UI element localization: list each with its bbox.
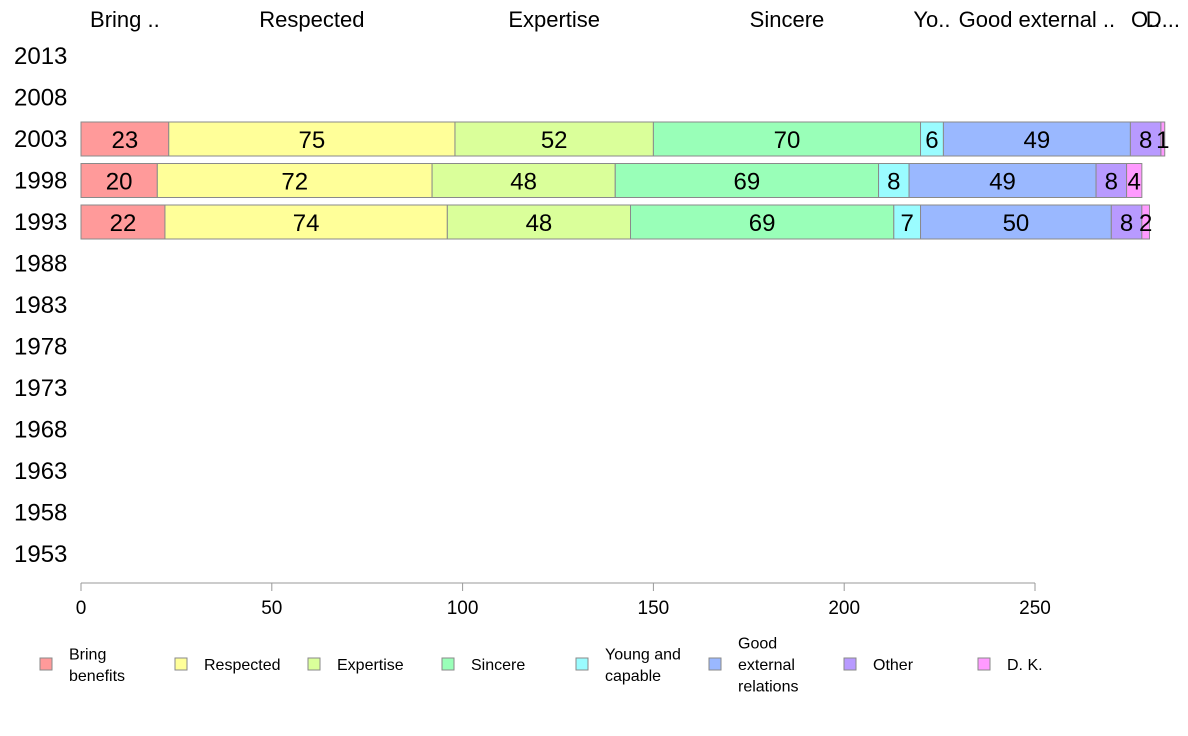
legend: Bring benefits Respected Expertise Sincere Yo… [39,636,1043,696]
year-labels: 2013 2008 2003 1998 1993 1988 1983 1978 1973 1968… [14,43,67,568]
bar-segment [80,121,170,157]
bar-segment [156,163,433,198]
data-label: 48 [526,210,553,237]
data-label: 7 [900,210,913,237]
year-label: 1983 [14,292,67,319]
bar-segment [164,204,448,240]
data-label: 23 [112,127,139,154]
bar-segment [920,204,1112,240]
data-label: 8 [887,169,900,196]
column-header: Yo.. [913,7,950,32]
x-axis: 0 50 100 150 200 250 [76,582,1051,619]
year-label: 2008 [14,85,67,112]
data-label: 20 [106,169,133,196]
legend-swatch [307,657,321,671]
bar-segment [80,204,166,240]
data-label: 8 [1139,127,1152,154]
column-header: Sincere [750,7,825,32]
data-label: 49 [989,169,1016,196]
x-tick-label: 100 [447,598,479,619]
bar-segment [1141,204,1150,240]
bar-segment [614,163,880,198]
column-header: Good external .. [959,7,1116,32]
legend-label: Young and capable [605,646,681,685]
bar-segment [446,204,632,240]
legend-label: Bring benefits [69,646,125,685]
column-headers: Bring .. Respected Expertise Sincere Yo.. Goo… [90,7,1180,32]
x-tick-label: 0 [76,598,87,619]
legend-swatch [174,657,188,671]
data-label: 22 [110,210,137,237]
year-label: 1993 [14,209,67,236]
legend-label: Other [873,657,914,674]
data-label: 69 [734,169,761,196]
legend-swatch [977,657,991,671]
year-label: 1953 [14,541,67,568]
year-label: 1973 [14,375,67,402]
legend-label: Sincere [471,657,525,674]
legend-label: D. K. [1007,657,1043,674]
data-label: 8 [1120,210,1133,237]
legend-swatch [708,657,722,671]
legend-label: Respected [204,657,281,674]
year-label: 1968 [14,417,67,444]
bar-segment [1110,204,1143,240]
data-label: 74 [293,210,320,237]
bar-segment [1160,121,1166,157]
x-tick-label: 50 [261,598,282,619]
column-header: D... [1146,7,1180,32]
column-header: Bring .. [90,7,160,32]
data-label: 72 [281,169,308,196]
year-label: 1978 [14,334,67,361]
bar-segment [893,204,922,240]
legend-swatch [575,657,589,671]
x-tick-label: 200 [828,598,860,619]
column-header: Expertise [508,7,600,32]
column-header: Respected [259,7,364,32]
data-label: 48 [510,169,537,196]
year-label: 1963 [14,458,67,485]
bars: 23 75 52 70 6 49 8 120 72 48 69 8 49 8 422 74 48 69 7 50 8 2 [80,121,1170,240]
data-label: 52 [541,127,568,154]
data-label: 4 [1128,169,1141,196]
legend-label: Good external relations [738,636,798,696]
data-label: 1 [1156,127,1169,154]
data-label: 50 [1003,210,1030,237]
legend-swatch [441,657,455,671]
bar-segment [1126,163,1143,198]
year-label: 2003 [14,126,67,153]
year-label: 1958 [14,500,67,527]
year-label: 1998 [14,168,67,195]
legend-swatch [843,657,857,671]
x-tick-label: 150 [638,598,670,619]
data-label: 75 [299,127,326,154]
bar-segment [80,163,158,198]
legend-label: Expertise [337,657,404,674]
bar-segment [652,121,922,157]
data-label: 69 [749,210,776,237]
bar-segment [1129,121,1162,157]
legend-swatch [39,657,53,671]
data-label: 8 [1105,169,1118,196]
data-label: 49 [1024,127,1051,154]
bar-segment [878,163,910,198]
x-tick-label: 250 [1019,598,1051,619]
data-label: 70 [774,127,801,154]
bar-segment [454,121,654,157]
bar-segment [942,121,1131,157]
data-label: 2 [1139,210,1152,237]
bar-segment [168,121,456,157]
column-header: O.. [1131,7,1160,32]
year-label: 2013 [14,43,67,70]
data-label: 6 [925,127,938,154]
bar-segment [908,163,1097,198]
year-label: 1988 [14,251,67,278]
